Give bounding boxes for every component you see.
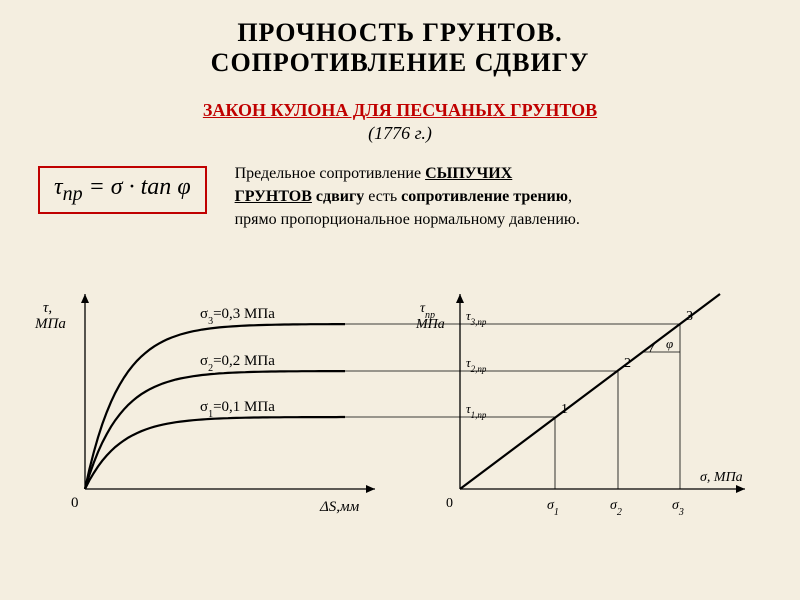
- desc-p2b: ГРУНТОВ: [235, 188, 312, 205]
- desc-p2a: СЫПУЧИХ: [425, 165, 512, 182]
- mid-section: τпр = σ · tan φ Предельное сопротивление…: [0, 162, 800, 232]
- desc-p5: сопротивление трению: [401, 188, 568, 205]
- svg-text:1: 1: [561, 402, 568, 417]
- charts-area: τ,МПаΔS,мм0σ3=0,3 МПаσ2=0,2 МПаσ1=0,1 МП…: [0, 244, 800, 544]
- title-line2: СОПРОТИВЛЕНИЕ СДВИГУ: [0, 48, 800, 78]
- formula-box: τпр = σ · tan φ: [38, 166, 207, 214]
- svg-text:σ2: σ2: [610, 498, 622, 518]
- svg-text:σ3: σ3: [672, 498, 684, 518]
- title-line1: ПРОЧНОСТЬ ГРУНТОВ.: [0, 18, 800, 48]
- desc-p3: сдвигу: [312, 188, 364, 205]
- subtitle: ЗАКОН КУЛОНА ДЛЯ ПЕСЧАНЫХ ГРУНТОВ: [203, 100, 597, 120]
- svg-text:φ: φ: [666, 336, 673, 351]
- svg-text:2: 2: [624, 356, 631, 371]
- desc-p4: есть: [364, 188, 401, 205]
- desc-p6: ,: [568, 188, 572, 205]
- year: (1776 г.): [0, 123, 800, 144]
- svg-text:0: 0: [71, 495, 79, 511]
- svg-text:τпрМПа: τпрМПа: [415, 301, 445, 332]
- svg-text:σ2=0,2 МПа: σ2=0,2 МПа: [200, 353, 275, 374]
- svg-text:σ, МПа: σ, МПа: [700, 470, 743, 485]
- desc-p7: прямо пропорциональное нормальному давле…: [235, 211, 580, 228]
- desc-p1: Предельное сопротивление: [235, 165, 426, 182]
- svg-text:ΔS,мм: ΔS,мм: [319, 499, 360, 515]
- svg-text:0: 0: [446, 496, 453, 511]
- svg-text:3: 3: [686, 309, 693, 324]
- subtitle-row: ЗАКОН КУЛОНА ДЛЯ ПЕСЧАНЫХ ГРУНТОВ: [0, 100, 800, 121]
- main-title: ПРОЧНОСТЬ ГРУНТОВ. СОПРОТИВЛЕНИЕ СДВИГУ: [0, 0, 800, 78]
- description: Предельное сопротивление СЫПУЧИХ ГРУНТОВ…: [235, 162, 580, 232]
- formula: τпр = σ · tan φ: [54, 174, 191, 200]
- charts-svg: τ,МПаΔS,мм0σ3=0,3 МПаσ2=0,2 МПаσ1=0,1 МП…: [0, 244, 800, 544]
- svg-text:σ1: σ1: [547, 498, 559, 518]
- svg-text:σ3=0,3 МПа: σ3=0,3 МПа: [200, 306, 275, 327]
- svg-text:τ,МПа: τ,МПа: [34, 300, 66, 332]
